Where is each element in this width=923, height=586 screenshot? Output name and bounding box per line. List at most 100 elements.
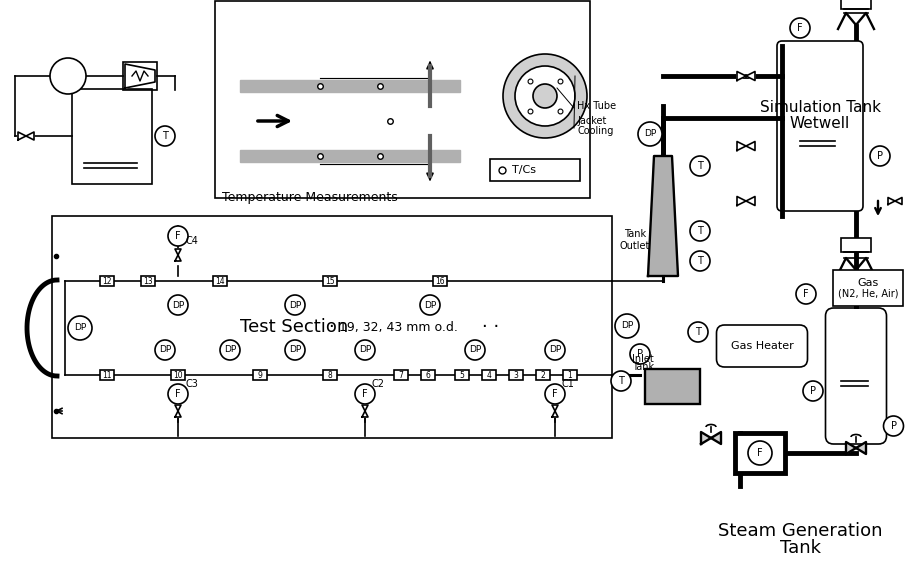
Text: (N2, He, Air): (N2, He, Air) <box>838 288 898 298</box>
FancyBboxPatch shape <box>825 308 886 444</box>
Circle shape <box>883 416 904 436</box>
Polygon shape <box>552 405 558 417</box>
Circle shape <box>420 295 440 315</box>
Text: Tank: Tank <box>632 362 654 372</box>
Bar <box>213 276 227 286</box>
Bar <box>215 1 590 198</box>
Circle shape <box>50 58 86 94</box>
Circle shape <box>611 371 631 391</box>
Text: DP: DP <box>644 130 656 138</box>
Bar <box>455 370 469 380</box>
Bar <box>72 88 152 183</box>
Circle shape <box>285 340 305 360</box>
Text: 2: 2 <box>541 370 545 380</box>
Text: F: F <box>175 231 181 241</box>
Text: P: P <box>877 151 883 161</box>
Polygon shape <box>648 156 678 276</box>
Text: T: T <box>695 327 701 337</box>
Text: DP: DP <box>289 301 301 309</box>
Bar <box>735 433 785 473</box>
Text: F: F <box>797 23 803 33</box>
Bar <box>482 370 496 380</box>
Text: 3: 3 <box>513 370 519 380</box>
Text: 13: 13 <box>143 277 153 285</box>
Polygon shape <box>737 71 755 80</box>
Text: Wetwell: Wetwell <box>790 117 850 131</box>
Circle shape <box>796 284 816 304</box>
Text: F: F <box>552 389 557 399</box>
Polygon shape <box>846 442 866 454</box>
Polygon shape <box>18 132 34 140</box>
Text: Jacket: Jacket <box>577 116 606 126</box>
Bar <box>100 370 114 380</box>
Text: DP: DP <box>359 346 371 355</box>
Text: P: P <box>810 386 816 396</box>
Text: F: F <box>803 289 809 299</box>
Circle shape <box>168 384 188 404</box>
Text: T: T <box>618 376 624 386</box>
Polygon shape <box>701 432 721 444</box>
Polygon shape <box>175 405 181 417</box>
Text: 5: 5 <box>460 370 464 380</box>
Circle shape <box>168 226 188 246</box>
Bar <box>421 370 435 380</box>
Polygon shape <box>125 64 155 88</box>
Bar <box>833 270 903 306</box>
Bar <box>841 238 871 252</box>
Text: F: F <box>362 389 367 399</box>
Bar <box>490 159 580 181</box>
Bar <box>253 370 267 380</box>
Text: 12: 12 <box>102 277 112 285</box>
Polygon shape <box>737 196 755 206</box>
Bar <box>841 0 871 9</box>
Bar <box>433 276 447 286</box>
Circle shape <box>690 221 710 241</box>
Text: 11: 11 <box>102 370 112 380</box>
Text: T: T <box>697 226 703 236</box>
Circle shape <box>630 344 650 364</box>
Bar <box>123 62 157 90</box>
Text: · ·: · · <box>482 318 499 336</box>
Polygon shape <box>240 80 460 92</box>
Text: ·: · <box>328 318 334 336</box>
Circle shape <box>638 122 662 146</box>
Text: 1: 1 <box>568 370 572 380</box>
Text: Cooling: Cooling <box>577 126 614 136</box>
Bar <box>323 276 337 286</box>
Polygon shape <box>175 249 181 261</box>
Bar <box>394 370 408 380</box>
Text: Steam Generation: Steam Generation <box>718 522 882 540</box>
Bar <box>141 276 155 286</box>
Bar <box>100 276 114 286</box>
Text: C1: C1 <box>562 379 575 389</box>
Circle shape <box>533 84 557 108</box>
Text: Gas Heater: Gas Heater <box>731 341 794 351</box>
Text: 9: 9 <box>258 370 262 380</box>
Text: C3: C3 <box>185 379 198 389</box>
Text: T: T <box>697 256 703 266</box>
Polygon shape <box>737 141 755 151</box>
Text: F: F <box>757 448 762 458</box>
Text: DP: DP <box>469 346 481 355</box>
Circle shape <box>220 340 240 360</box>
Circle shape <box>748 441 772 465</box>
Text: 6: 6 <box>426 370 430 380</box>
Text: Simulation Tank: Simulation Tank <box>760 101 881 115</box>
Circle shape <box>690 156 710 176</box>
Text: Temperature Measurements: Temperature Measurements <box>222 191 398 204</box>
Bar <box>509 370 523 380</box>
FancyBboxPatch shape <box>777 41 863 211</box>
Circle shape <box>155 340 175 360</box>
Bar <box>171 370 185 380</box>
Text: 10: 10 <box>174 370 183 380</box>
Bar <box>563 370 577 380</box>
Circle shape <box>545 340 565 360</box>
Text: T/Cs: T/Cs <box>512 165 536 175</box>
Text: C4: C4 <box>185 236 198 246</box>
Text: DP: DP <box>621 322 633 331</box>
Text: Test Section: Test Section <box>240 318 348 336</box>
Text: F: F <box>175 389 181 399</box>
Polygon shape <box>888 197 902 205</box>
Circle shape <box>155 126 175 146</box>
Circle shape <box>515 66 575 126</box>
